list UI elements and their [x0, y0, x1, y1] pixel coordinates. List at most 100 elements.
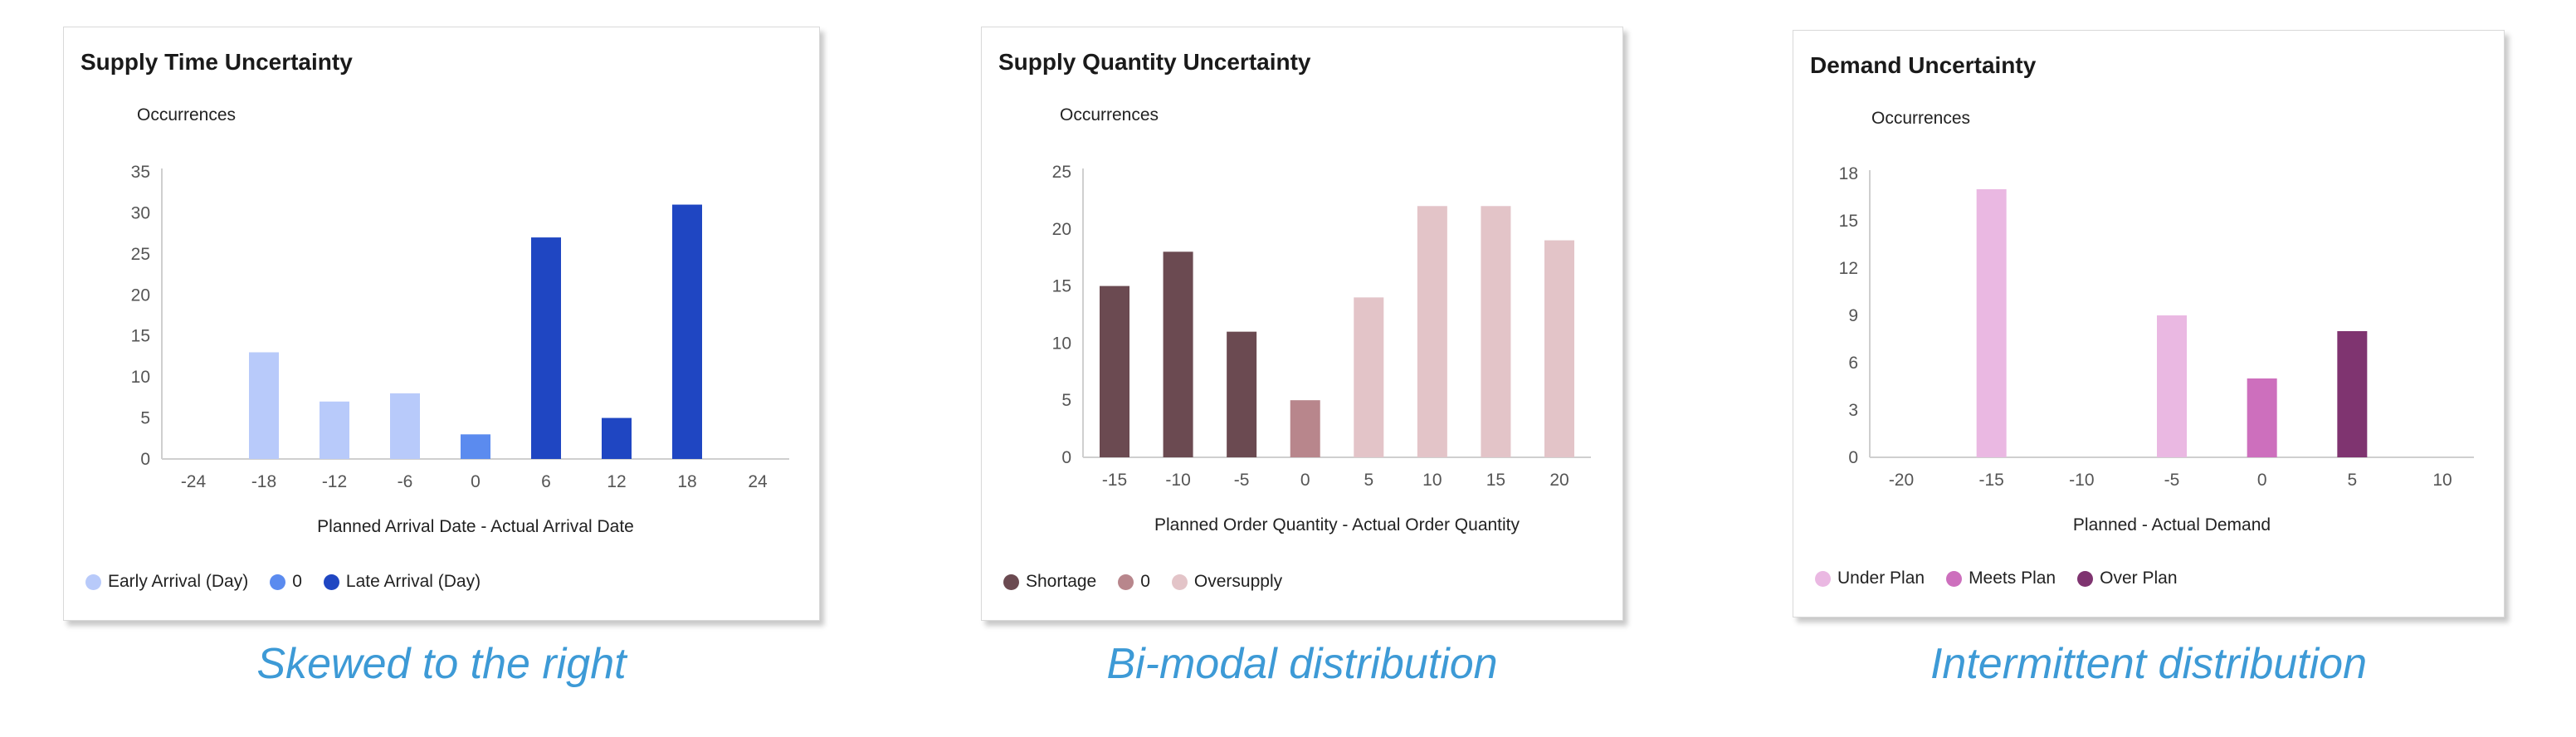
x-tick-label: 20 [1549, 471, 1569, 490]
legend-label: Early Arrival (Day) [108, 572, 249, 591]
legend-swatch [1171, 573, 1188, 590]
legend-item-early-arrival[interactable]: Early Arrival (Day) [85, 572, 248, 592]
legend-label: Under Plan [1837, 569, 1925, 588]
bar [2337, 331, 2368, 457]
x-tick-label: -15 [1102, 471, 1127, 490]
bar [320, 401, 349, 459]
demand-card: Demand Uncertainty 0 3 6 9 12 15 18 -20 -15 -10 -5… [1793, 30, 2505, 617]
legend-swatch [1815, 570, 1831, 587]
x-axis-label: Planned Order Quantity - Actual Order Qu… [1154, 515, 1520, 534]
supply-quantity-card: Supply Quantity Uncertainty 0 5 10 15 20 25 -1… [981, 27, 1623, 621]
legend-swatch [2077, 570, 2094, 587]
y-tick-label: 0 [1061, 448, 1071, 467]
legend-swatch [1118, 573, 1134, 590]
bar [2247, 378, 2277, 457]
x-tick-label: -18 [251, 472, 276, 491]
x-tick-label: -10 [1165, 471, 1190, 490]
chart-caption: Bi-modal distribution [1106, 640, 1498, 688]
bar [1290, 400, 1320, 457]
y-tick-label: 15 [1052, 277, 1071, 296]
bar [672, 204, 702, 460]
x-tick-label: 12 [607, 472, 626, 491]
x-tick-label: -15 [1978, 471, 2003, 490]
x-tick-label: 0 [471, 472, 481, 491]
y-tick-label: 9 [1848, 306, 1858, 325]
chart-caption: Skewed to the right [256, 640, 627, 688]
card-title: Supply Quantity Uncertainty [998, 49, 1311, 75]
legend-item-shortage[interactable]: Shortage [1003, 572, 1096, 592]
x-tick-label: 15 [1486, 471, 1505, 490]
chart-legend: Under Plan Meets Plan Over Plan [1815, 569, 2178, 588]
supply-time-chart: 0 5 10 15 20 25 30 35 -24 -18 -12 -6 0 6 12 18 24 Occurre… [131, 105, 789, 536]
legend-label: 0 [1140, 572, 1150, 591]
x-axis-label: Planned Arrival Date - Actual Arrival Da… [317, 517, 634, 536]
x-tick-label: 6 [541, 472, 551, 491]
x-tick-label: -6 [398, 472, 413, 491]
legend-label: 0 [292, 572, 302, 591]
x-tick-label: 24 [748, 472, 768, 491]
legend-label: Shortage [1026, 572, 1097, 591]
y-tick-label: 6 [1848, 354, 1858, 373]
x-tick-label: 5 [1364, 471, 1373, 490]
x-tick-label: 10 [1422, 471, 1442, 490]
bar [461, 434, 490, 459]
y-axis-label: Occurrences [1871, 109, 1970, 128]
legend-swatch [1946, 570, 1963, 587]
legend-item-zero[interactable]: 0 [1118, 572, 1150, 592]
card-title: Supply Time Uncertainty [80, 49, 353, 75]
bar [1354, 297, 1384, 457]
y-tick-label: 0 [1848, 448, 1858, 467]
bar [531, 237, 561, 459]
legend-label: Over Plan [2100, 569, 2178, 588]
legend-label: Oversupply [1193, 572, 1283, 591]
bar [1227, 331, 1257, 457]
y-tick-label: 10 [131, 368, 150, 387]
supply-time-card: Supply Time Uncertainty 0 5 10 15 20 25 30 35 -2… [63, 27, 820, 621]
supply-quantity-chart: 0 5 10 15 20 25 -15 -10 -5 0 5 10 15 20 Occurrences Pla… [1052, 105, 1591, 534]
x-axis-label: Planned - Actual Demand [2073, 515, 2271, 534]
y-tick-label: 15 [131, 327, 150, 346]
x-tick-label: -5 [2164, 471, 2180, 490]
legend-swatch [1003, 573, 1019, 590]
bar [1100, 286, 1129, 457]
y-tick-label: 30 [131, 203, 150, 222]
legend-item-oversupply[interactable]: Oversupply [1171, 572, 1283, 592]
legend-swatch [85, 573, 101, 590]
bar [1417, 206, 1447, 457]
legend-item-late-arrival[interactable]: Late Arrival (Day) [323, 572, 481, 592]
chart-legend: Early Arrival (Day) 0 Late Arrival (Day) [85, 572, 481, 592]
y-tick-label: 5 [140, 409, 150, 428]
bar [1481, 206, 1511, 457]
x-tick-label: -24 [181, 472, 207, 491]
legend-swatch [270, 573, 286, 590]
legend-item-over-plan[interactable]: Over Plan [2077, 569, 2178, 588]
y-tick-label: 20 [1052, 220, 1071, 239]
legend-item-under-plan[interactable]: Under Plan [1815, 569, 1925, 588]
x-tick-label: -5 [1234, 471, 1250, 490]
bar [602, 417, 632, 459]
y-tick-label: 3 [1848, 401, 1858, 420]
y-tick-label: 25 [131, 245, 150, 264]
y-tick-label: 12 [1839, 259, 1858, 278]
card-title: Demand Uncertainty [1810, 52, 2037, 78]
legend-label: Meets Plan [1969, 569, 2056, 588]
x-tick-label: 0 [1300, 471, 1310, 490]
bar [249, 352, 279, 459]
legend-item-zero[interactable]: 0 [270, 572, 302, 592]
y-tick-label: 35 [131, 163, 150, 182]
bar [1544, 240, 1574, 457]
x-tick-label: 18 [677, 472, 696, 491]
y-axis-label: Occurrences [1060, 105, 1159, 124]
legend-label: Late Arrival (Day) [345, 572, 481, 591]
x-tick-label: -20 [1889, 471, 1914, 490]
chart-legend: Shortage 0 Oversupply [1003, 572, 1282, 592]
legend-item-meets-plan[interactable]: Meets Plan [1946, 569, 2056, 588]
bar [2157, 315, 2187, 457]
bar [1163, 251, 1193, 457]
chart-caption: Intermittent distribution [1930, 640, 2368, 688]
y-tick-label: 18 [1839, 164, 1858, 183]
bar [390, 393, 420, 459]
demand-chart: 0 3 6 9 12 15 18 -20 -15 -10 -5 0 5 10 Occurrences Plan… [1839, 109, 2474, 534]
y-tick-label: 0 [140, 450, 150, 469]
x-tick-label: 0 [2257, 471, 2267, 490]
